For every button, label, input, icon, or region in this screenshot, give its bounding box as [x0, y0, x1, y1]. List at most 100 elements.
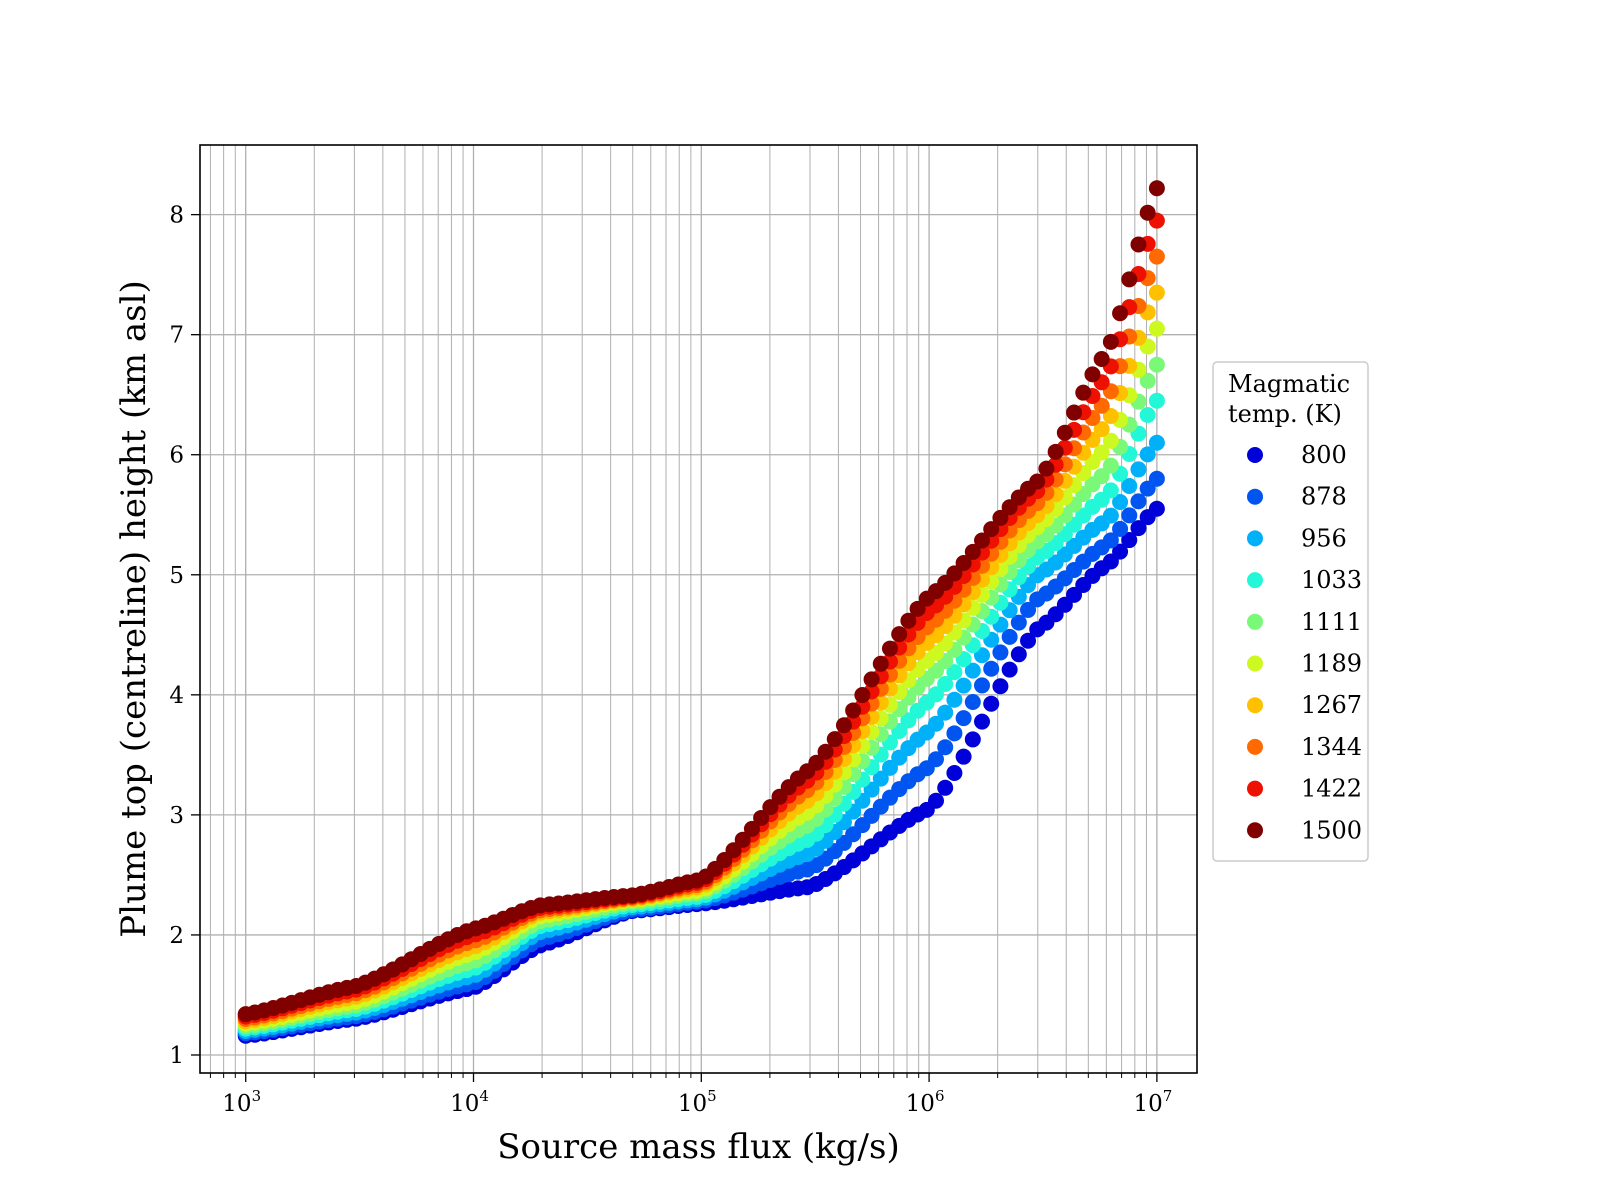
data-point: [1001, 628, 1018, 645]
data-point: [1102, 432, 1119, 449]
data-point: [743, 820, 760, 837]
data-point: [1084, 366, 1101, 383]
data-point: [1121, 477, 1138, 494]
data-point: [734, 831, 751, 848]
data-point: [964, 694, 981, 711]
data-point: [1001, 661, 1018, 678]
data-point: [974, 713, 991, 730]
legend-marker-1033: [1247, 572, 1263, 589]
data-point: [964, 662, 981, 679]
data-point: [983, 521, 1000, 538]
data-point: [955, 554, 972, 571]
legend-label-1111: 1111: [1301, 608, 1362, 636]
data-point: [1148, 320, 1165, 337]
data-point: [974, 532, 991, 549]
data-points: [237, 180, 1165, 1044]
data-point: [881, 640, 898, 657]
legend-label-1033: 1033: [1301, 566, 1362, 594]
data-point: [928, 792, 944, 809]
data-point: [946, 764, 963, 781]
data-point: [946, 664, 963, 681]
data-point: [1148, 434, 1165, 451]
data-point: [955, 748, 972, 765]
data-point: [1093, 351, 1110, 367]
data-point: [964, 731, 981, 748]
legend-label-1267: 1267: [1301, 691, 1362, 719]
y-tick-label: 6: [169, 443, 184, 469]
data-point: [1130, 461, 1147, 478]
data-point: [983, 695, 1000, 712]
data-point: [1121, 507, 1138, 524]
data-point: [937, 739, 954, 756]
data-point: [854, 687, 871, 704]
x-tick-label: 105: [678, 1087, 717, 1117]
legend-label-878: 878: [1301, 483, 1347, 511]
legend-marker-1422: [1247, 780, 1263, 797]
series-1500: [237, 180, 1165, 1023]
data-point: [937, 704, 954, 721]
data-point: [1020, 601, 1037, 618]
plot-frame: [199, 144, 1198, 1074]
data-point: [937, 779, 954, 796]
data-point: [872, 655, 889, 672]
legend-marker-956: [1247, 530, 1263, 547]
x-tick-label: 106: [906, 1087, 945, 1117]
data-point: [1139, 204, 1156, 221]
legend-marker-1344: [1247, 738, 1263, 755]
data-point: [1093, 468, 1110, 485]
data-point: [1010, 614, 1027, 631]
data-point: [900, 612, 917, 629]
x-axis-label: Source mass flux (kg/s): [497, 1127, 899, 1167]
legend-title-line-1: Magmatic: [1228, 370, 1350, 398]
data-point: [1047, 443, 1064, 460]
data-point: [946, 725, 963, 742]
legend-label-956: 956: [1301, 524, 1347, 552]
data-point: [753, 809, 770, 826]
data-point: [1148, 392, 1165, 409]
data-point: [955, 677, 972, 694]
data-point: [974, 677, 991, 694]
data-point: [1121, 271, 1138, 288]
legend-items: 800 878 956 1033 1111 1189 1267 1344 1422 1500: [1247, 441, 1362, 844]
data-point: [1010, 646, 1027, 663]
legend-label-1344: 1344: [1301, 733, 1362, 761]
x-tick-label: 103: [222, 1087, 261, 1117]
data-point: [955, 710, 972, 727]
data-point: [928, 751, 944, 768]
y-tick-label: 2: [169, 923, 184, 949]
data-point: [1148, 284, 1165, 301]
data-point: [1112, 543, 1129, 560]
data-point: [1148, 500, 1165, 517]
y-tick-label: 7: [169, 323, 184, 349]
y-tick-label: 8: [169, 203, 184, 229]
legend-marker-1267: [1247, 697, 1263, 714]
data-point: [1139, 372, 1156, 389]
y-tick-label: 5: [169, 563, 184, 589]
legend-label-1422: 1422: [1301, 775, 1362, 803]
data-point: [808, 754, 825, 771]
legend-marker-878: [1247, 488, 1263, 505]
data-point: [992, 509, 1009, 526]
data-point: [872, 770, 889, 787]
data-point: [845, 702, 862, 719]
y-tick-label: 3: [169, 803, 184, 829]
data-point: [1130, 520, 1147, 537]
grid-lines: [200, 145, 1197, 1073]
data-point: [928, 715, 944, 732]
data-point: [1112, 520, 1129, 537]
data-point: [1093, 421, 1110, 438]
data-point: [1066, 404, 1083, 421]
data-point: [1148, 248, 1165, 265]
data-point: [891, 626, 908, 643]
legend-marker-1111: [1247, 613, 1263, 630]
data-point: [1102, 457, 1119, 474]
legend-label-1189: 1189: [1301, 650, 1362, 678]
data-point: [928, 686, 944, 703]
data-point: [1148, 470, 1165, 487]
legend-label-800: 800: [1301, 441, 1347, 469]
x-tick-label: 107: [1133, 1087, 1172, 1117]
legend-label-1500: 1500: [1301, 816, 1362, 844]
data-point: [1148, 180, 1165, 197]
data-point: [1102, 408, 1119, 425]
data-point: [881, 759, 898, 776]
